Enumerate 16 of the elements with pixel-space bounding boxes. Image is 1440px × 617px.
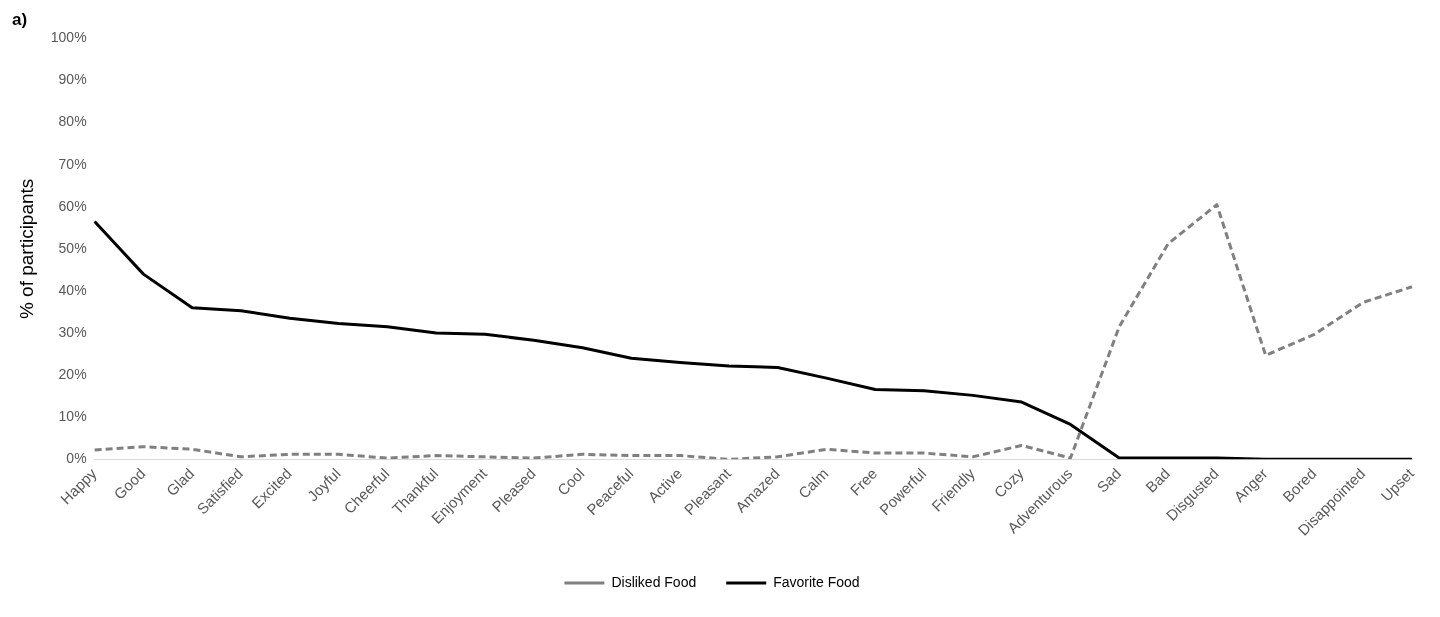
y-tick-label: 80% [58, 113, 87, 130]
y-tick-label: 0% [66, 450, 87, 467]
legend-label: Disliked Food [611, 573, 697, 590]
x-tick-label: Sad [1093, 464, 1125, 496]
y-tick-label: 60% [58, 197, 87, 214]
y-tick-label: 10% [58, 408, 87, 425]
y-tick-label: 20% [58, 366, 87, 383]
legend-label: Favorite Food [773, 573, 860, 590]
chart-title: a) [12, 9, 28, 29]
y-tick-label: 70% [58, 155, 87, 172]
y-tick-label: 30% [58, 323, 87, 340]
y-tick-label: 40% [58, 281, 87, 298]
y-tick-label: 50% [58, 239, 87, 256]
y-tick-label: 90% [58, 71, 87, 88]
y-axis-title: % of participants [15, 178, 37, 320]
y-tick-label: 100% [50, 29, 87, 46]
